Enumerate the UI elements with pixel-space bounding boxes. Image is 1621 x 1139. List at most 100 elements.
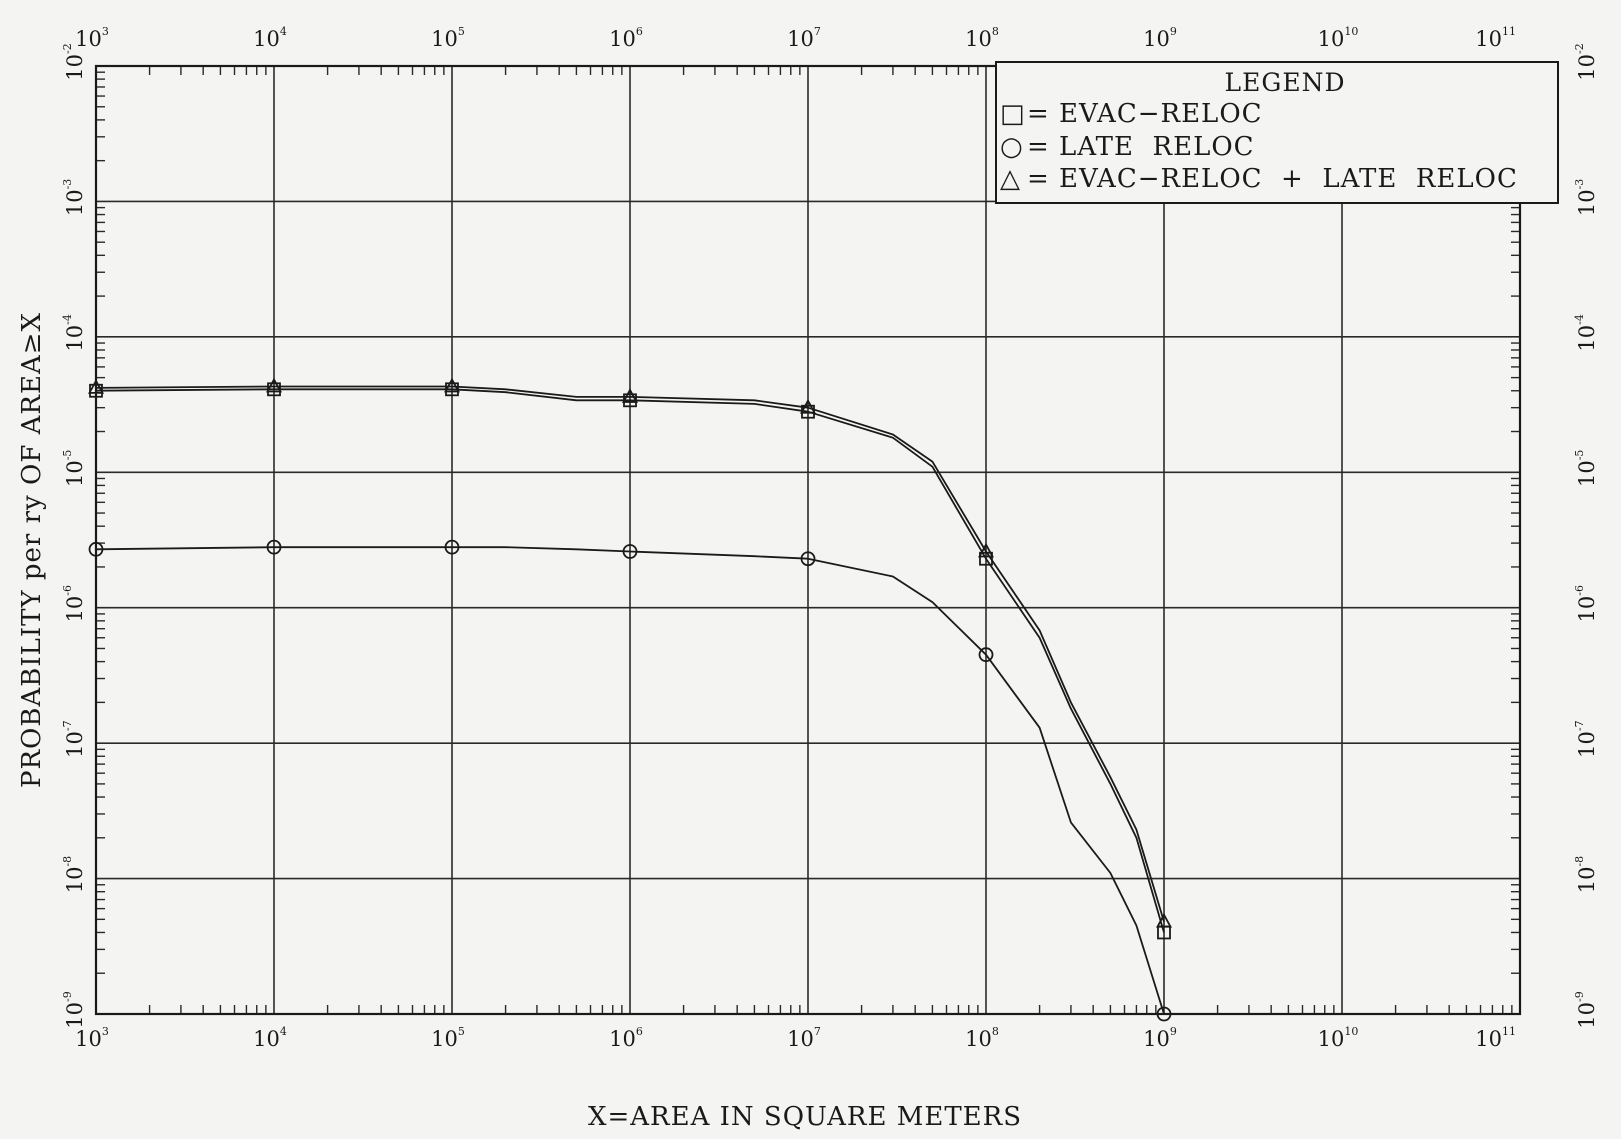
y-tick-base: 10 <box>1575 325 1599 352</box>
y-tick-exponent: -5 <box>1573 450 1586 461</box>
y-tick-exponent: -3 <box>1573 179 1586 190</box>
x-tick-label-bottom: 109 <box>1143 1025 1177 1051</box>
y-tick-base: 10 <box>63 731 87 758</box>
legend-box <box>995 61 1559 204</box>
x-tick-label-top: 104 <box>253 25 287 51</box>
y-tick-exponent: -8 <box>1573 856 1586 867</box>
x-tick-label-top: 105 <box>431 25 465 51</box>
x-tick-base: 10 <box>431 27 458 51</box>
x-tick-exponent: 6 <box>636 25 643 38</box>
x-tick-base: 10 <box>609 27 636 51</box>
x-tick-exponent: 4 <box>280 1025 287 1038</box>
y-tick-base: 10 <box>63 460 87 487</box>
x-tick-base: 10 <box>1318 27 1345 51</box>
grid-layer <box>95 65 1521 1015</box>
x-tick-label-top: 103 <box>75 25 109 51</box>
y-tick-base: 10 <box>63 596 87 623</box>
x-tick-label-bottom: 106 <box>609 1025 643 1051</box>
x-tick-exponent: 9 <box>1170 1025 1177 1038</box>
series-line-circle <box>95 546 1165 1015</box>
x-tick-label-bottom: 104 <box>253 1025 287 1051</box>
y-tick-label-left: 10-2 <box>61 43 87 80</box>
x-tick-base: 10 <box>965 27 992 51</box>
y-tick-label-right: 10-8 <box>1573 856 1599 893</box>
y-tick-base: 10 <box>1575 867 1599 894</box>
x-tick-base: 10 <box>1475 1027 1502 1051</box>
y-tick-base: 10 <box>1575 54 1599 81</box>
x-tick-exponent: 6 <box>636 1025 643 1038</box>
y-tick-label-right: 10-4 <box>1573 314 1599 351</box>
y-tick-exponent: -4 <box>1573 314 1586 325</box>
y-tick-base: 10 <box>1575 731 1599 758</box>
y-tick-exponent: -8 <box>61 856 74 867</box>
x-tick-exponent: 11 <box>1502 1025 1516 1038</box>
y-tick-label-right: 10-2 <box>1573 43 1599 80</box>
x-tick-base: 10 <box>1143 27 1170 51</box>
x-tick-base: 10 <box>75 27 102 51</box>
x-tick-base: 10 <box>1143 1027 1170 1051</box>
x-tick-label-top: 1011 <box>1475 25 1516 51</box>
series-point-circle <box>88 541 104 557</box>
legend-entry-late-reloc: = LATE RELOC <box>1027 132 1255 162</box>
x-tick-exponent: 11 <box>1502 25 1516 38</box>
x-tick-exponent: 7 <box>814 1025 821 1038</box>
series-point-triangle <box>621 388 639 403</box>
legend-symbol-square: □ <box>1000 99 1026 129</box>
y-tick-label-right: 10-9 <box>1573 991 1599 1028</box>
x-tick-label-bottom: 1010 <box>1318 1025 1359 1051</box>
y-tick-base: 10 <box>63 325 87 352</box>
series-point-circle <box>444 539 460 555</box>
x-tick-label-top: 107 <box>787 25 821 51</box>
legend: LEGEND □ = EVAC−RELOC ○ = LATE RELOC △ =… <box>995 61 1559 204</box>
y-tick-exponent: -5 <box>61 450 74 461</box>
series-layer <box>87 377 1173 1022</box>
x-tick-exponent: 8 <box>992 25 999 38</box>
y-tick-exponent: -9 <box>61 991 74 1002</box>
y-tick-base: 10 <box>63 54 87 81</box>
x-tick-exponent: 9 <box>1170 25 1177 38</box>
x-tick-label-top: 1010 <box>1318 25 1359 51</box>
y-tick-base: 10 <box>63 189 87 216</box>
y-tick-exponent: -4 <box>61 314 74 325</box>
y-tick-label-right: 10-3 <box>1573 179 1599 216</box>
y-tick-exponent: -3 <box>61 179 74 190</box>
x-tick-base: 10 <box>609 1027 636 1051</box>
y-tick-base: 10 <box>1575 1002 1599 1029</box>
x-tick-exponent: 10 <box>1344 1025 1358 1038</box>
x-tick-label-bottom: 107 <box>787 1025 821 1051</box>
x-tick-exponent: 7 <box>814 25 821 38</box>
y-tick-label-left: 10-8 <box>61 856 87 893</box>
y-tick-exponent: -2 <box>1573 43 1586 54</box>
x-tick-exponent: 8 <box>992 1025 999 1038</box>
y-tick-label-right: 10-5 <box>1573 450 1599 487</box>
series-point-triangle <box>799 398 817 414</box>
y-tick-label-left: 10-5 <box>61 450 87 487</box>
x-tick-exponent: 3 <box>102 1025 109 1038</box>
x-tick-exponent: 10 <box>1344 25 1358 38</box>
x-tick-label-bottom: 105 <box>431 1025 465 1051</box>
y-axis-title: PROBABILITY per ry OF AREA≥X <box>17 312 47 788</box>
y-tick-label-left: 10-9 <box>61 991 87 1028</box>
x-tick-exponent: 5 <box>458 25 465 38</box>
y-tick-label-right: 10-7 <box>1573 720 1599 757</box>
x-tick-label-top: 109 <box>1143 25 1177 51</box>
x-tick-base: 10 <box>965 1027 992 1051</box>
y-tick-base: 10 <box>63 1002 87 1029</box>
legend-symbol-triangle: △ <box>1000 164 1021 194</box>
y-tick-label-left: 10-7 <box>61 720 87 757</box>
y-tick-exponent: -2 <box>61 43 74 54</box>
x-tick-base: 10 <box>787 27 814 51</box>
x-tick-exponent: 5 <box>458 1025 465 1038</box>
y-tick-base: 10 <box>63 867 87 894</box>
legend-entry-combined: = EVAC−RELOC + LATE RELOC <box>1027 164 1518 194</box>
y-tick-exponent: -6 <box>61 585 74 596</box>
x-tick-base: 10 <box>253 27 280 51</box>
series-line-square <box>95 388 1165 933</box>
series-point-triangle <box>977 542 995 558</box>
y-tick-label-left: 10-4 <box>61 314 87 351</box>
legend-entry-evac-reloc: = EVAC−RELOC <box>1027 99 1263 129</box>
y-tick-label-right: 10-6 <box>1573 585 1599 622</box>
x-tick-base: 10 <box>1475 27 1502 51</box>
y-tick-base: 10 <box>1575 189 1599 216</box>
